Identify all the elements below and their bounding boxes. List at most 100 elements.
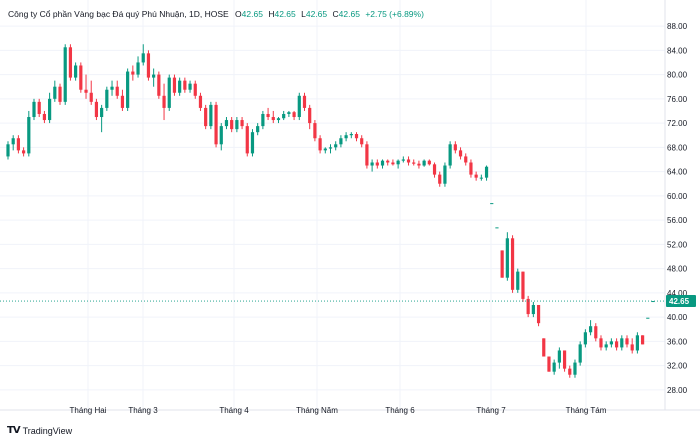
- candle: [162, 83, 166, 121]
- candle-body: [115, 86, 119, 96]
- candle: [11, 135, 15, 151]
- candle: [432, 162, 437, 178]
- candlestick-series: [6, 44, 655, 378]
- candle-body: [344, 135, 348, 139]
- last-price-line: 42.65: [0, 295, 696, 308]
- last-price-badge: [666, 295, 696, 308]
- candle: [380, 159, 385, 169]
- candle: [438, 171, 442, 187]
- candle: [84, 74, 88, 99]
- candle-body: [505, 238, 509, 278]
- candle: [412, 159, 416, 166]
- candle-body: [235, 120, 239, 130]
- candle-body: [74, 65, 78, 78]
- price-tick-label: 36.00: [667, 337, 688, 346]
- candle-body: [594, 326, 598, 339]
- candle: [261, 110, 265, 130]
- candle: [287, 110, 291, 118]
- candle-body: [110, 86, 114, 90]
- candle-body: [131, 71, 135, 75]
- candle-body: [599, 338, 603, 348]
- candle: [344, 132, 348, 142]
- candle-body: [198, 95, 203, 108]
- candle: [401, 156, 405, 163]
- candle: [599, 335, 603, 351]
- candle-body: [448, 144, 452, 166]
- candle: [427, 159, 431, 166]
- candle-body: [339, 138, 343, 145]
- candle: [250, 129, 255, 157]
- candle: [63, 44, 67, 105]
- candle-body: [443, 165, 447, 184]
- candle: [115, 80, 119, 99]
- candle-body: [58, 86, 62, 102]
- candle: [526, 295, 530, 318]
- candle-body: [209, 104, 213, 127]
- low-label: L: [301, 9, 306, 19]
- close-value: 42.65: [338, 9, 360, 19]
- candle-body: [578, 344, 582, 363]
- time-tick-label: Tháng 7: [476, 406, 506, 415]
- candle-body: [547, 356, 551, 372]
- candle-body: [432, 164, 437, 175]
- candle-body: [287, 112, 291, 114]
- candle: [27, 110, 31, 157]
- time-tick-label: Tháng 4: [219, 406, 249, 415]
- candle-body: [401, 159, 405, 161]
- candle: [183, 77, 187, 93]
- candle-body: [224, 120, 229, 127]
- candle: [266, 107, 270, 121]
- candle-body: [396, 160, 400, 165]
- candle-body: [230, 120, 234, 130]
- candle-body: [167, 77, 171, 108]
- price-tick-label: 44.00: [667, 289, 688, 298]
- candle: [167, 74, 171, 111]
- price-axis[interactable]: 28.00 32.00 36.00 40.00 44.00 48.00 52.00 56.00…: [667, 22, 688, 395]
- price-tick-label: 40.00: [667, 313, 688, 322]
- candle-body: [391, 162, 395, 165]
- candle: [479, 174, 483, 181]
- candle: [573, 359, 577, 378]
- candle-body: [79, 65, 83, 90]
- candle: [542, 338, 546, 357]
- candle: [131, 65, 135, 81]
- candle-body: [126, 71, 130, 108]
- candle-body: [318, 138, 322, 151]
- candle-body: [453, 144, 457, 151]
- candle: [120, 89, 125, 111]
- candle: [178, 77, 182, 96]
- candle: [240, 117, 244, 130]
- high-label: H: [268, 9, 275, 19]
- candle: [100, 104, 104, 133]
- brand-name: TradingView: [22, 425, 73, 436]
- candle: [58, 83, 62, 105]
- candle: [391, 159, 395, 166]
- candle: [510, 235, 515, 293]
- candle-body: [386, 160, 390, 163]
- candle-body: [94, 101, 99, 118]
- candle: [604, 341, 608, 351]
- candle-body: [172, 77, 177, 93]
- candle: [152, 68, 156, 87]
- candle: [469, 159, 473, 178]
- candle: [625, 335, 629, 348]
- candle-body: [490, 203, 494, 205]
- candle-body: [276, 118, 281, 121]
- candle-body: [500, 250, 504, 278]
- candle-body: [562, 350, 567, 369]
- candle: [204, 104, 208, 130]
- time-axis[interactable]: Tháng Hai Tháng 3 Tháng 4 Tháng Năm Tháng 6 T…: [70, 406, 607, 415]
- candle-body: [334, 144, 338, 148]
- tradingview-brand[interactable]: TV TradingView: [7, 425, 72, 436]
- candle: [583, 329, 587, 348]
- candle: [245, 123, 249, 157]
- candle: [531, 301, 535, 318]
- candle: [386, 159, 390, 166]
- candle: [318, 135, 322, 154]
- candle-body: [37, 101, 41, 114]
- candle-body: [422, 160, 426, 166]
- candle-body: [178, 80, 182, 93]
- candle-body: [302, 95, 307, 108]
- candle-body: [204, 107, 208, 127]
